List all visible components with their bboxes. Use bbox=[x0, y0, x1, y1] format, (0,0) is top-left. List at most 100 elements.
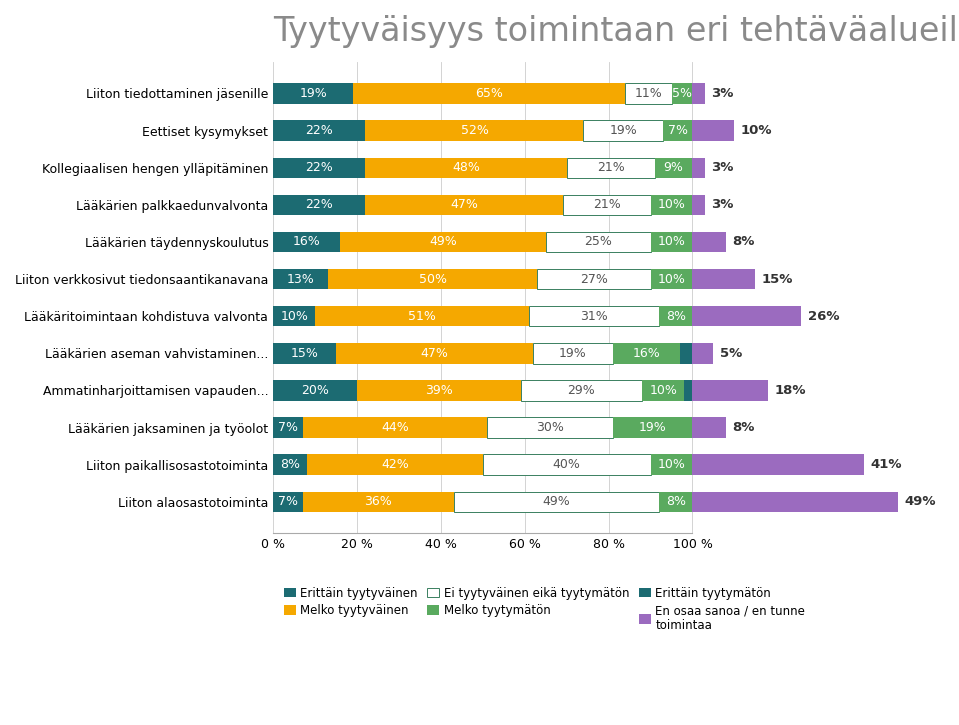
Text: 29%: 29% bbox=[568, 384, 596, 397]
Text: 47%: 47% bbox=[421, 347, 449, 360]
Text: 42%: 42% bbox=[381, 458, 409, 471]
Bar bbox=[650, 455, 692, 475]
Text: 49%: 49% bbox=[904, 495, 936, 508]
Bar bbox=[273, 343, 336, 363]
Bar bbox=[650, 232, 692, 252]
Bar bbox=[273, 492, 303, 512]
Bar bbox=[692, 343, 713, 363]
Text: 49%: 49% bbox=[429, 236, 456, 249]
Text: 49%: 49% bbox=[543, 495, 570, 508]
Text: 19%: 19% bbox=[299, 87, 327, 100]
Bar bbox=[692, 418, 726, 438]
Bar bbox=[537, 269, 650, 289]
Text: 21%: 21% bbox=[593, 199, 620, 211]
Bar bbox=[692, 306, 802, 326]
Bar bbox=[613, 418, 692, 438]
Bar bbox=[365, 157, 567, 178]
Bar bbox=[273, 157, 365, 178]
Text: 16%: 16% bbox=[633, 347, 660, 360]
Text: 47%: 47% bbox=[450, 199, 478, 211]
Bar bbox=[692, 83, 705, 104]
Bar bbox=[655, 157, 692, 178]
Text: 10%: 10% bbox=[658, 199, 686, 211]
Bar bbox=[692, 455, 864, 475]
Text: 25%: 25% bbox=[584, 236, 612, 249]
Text: 9%: 9% bbox=[664, 161, 684, 174]
Text: 8%: 8% bbox=[733, 421, 755, 434]
Text: 15%: 15% bbox=[291, 347, 318, 360]
Bar bbox=[365, 194, 563, 215]
Text: 36%: 36% bbox=[364, 495, 392, 508]
Bar bbox=[692, 380, 768, 401]
Bar bbox=[643, 380, 684, 401]
Bar bbox=[307, 455, 482, 475]
Text: 16%: 16% bbox=[292, 236, 320, 249]
Bar bbox=[273, 269, 328, 289]
Text: 41%: 41% bbox=[871, 458, 902, 471]
Text: 22%: 22% bbox=[306, 124, 333, 137]
Text: 7%: 7% bbox=[278, 421, 298, 434]
Bar bbox=[546, 232, 650, 252]
Text: 7%: 7% bbox=[278, 495, 298, 508]
Bar bbox=[650, 194, 692, 215]
Bar bbox=[659, 306, 692, 326]
Text: 19%: 19% bbox=[559, 347, 587, 360]
Bar bbox=[563, 194, 650, 215]
Text: 19%: 19% bbox=[639, 421, 667, 434]
Bar bbox=[659, 492, 692, 512]
Text: 51%: 51% bbox=[409, 310, 436, 323]
Legend: Erittäin tyytyväinen, Melko tyytyväinen, Ei tyytyväinen eikä tyytymätön, Melko t: Erittäin tyytyväinen, Melko tyytyväinen,… bbox=[279, 581, 810, 637]
Bar bbox=[273, 194, 365, 215]
Bar bbox=[357, 380, 521, 401]
Bar bbox=[692, 269, 756, 289]
Text: 10%: 10% bbox=[658, 458, 686, 471]
Text: 30%: 30% bbox=[536, 421, 564, 434]
Text: 3%: 3% bbox=[712, 161, 734, 174]
Text: 8%: 8% bbox=[733, 236, 755, 249]
Bar bbox=[273, 306, 316, 326]
Bar bbox=[273, 232, 340, 252]
Bar bbox=[353, 83, 625, 104]
Text: 7%: 7% bbox=[667, 124, 688, 137]
Text: Tyytyväisyys toimintaan eri tehtäväalueilla: Tyytyväisyys toimintaan eri tehtäväaluei… bbox=[273, 15, 959, 48]
Text: 10%: 10% bbox=[280, 310, 308, 323]
Bar bbox=[692, 120, 735, 141]
Bar bbox=[303, 418, 487, 438]
Bar bbox=[684, 380, 692, 401]
Bar bbox=[625, 83, 671, 104]
Text: 8%: 8% bbox=[280, 458, 300, 471]
Bar bbox=[273, 380, 357, 401]
Bar bbox=[671, 83, 692, 104]
Text: 21%: 21% bbox=[596, 161, 624, 174]
Bar bbox=[340, 232, 546, 252]
Bar bbox=[303, 492, 454, 512]
Bar bbox=[567, 157, 655, 178]
Bar bbox=[365, 120, 583, 141]
Bar bbox=[692, 157, 705, 178]
Bar bbox=[583, 120, 663, 141]
Text: 5%: 5% bbox=[672, 87, 692, 100]
Text: 18%: 18% bbox=[774, 384, 806, 397]
Text: 48%: 48% bbox=[452, 161, 480, 174]
Bar bbox=[328, 269, 537, 289]
Text: 3%: 3% bbox=[712, 87, 734, 100]
Text: 10%: 10% bbox=[740, 124, 772, 137]
Text: 3%: 3% bbox=[712, 199, 734, 211]
Text: 8%: 8% bbox=[666, 495, 686, 508]
Text: 39%: 39% bbox=[425, 384, 453, 397]
Bar bbox=[273, 83, 353, 104]
Text: 44%: 44% bbox=[381, 421, 409, 434]
Text: 40%: 40% bbox=[552, 458, 580, 471]
Bar bbox=[533, 343, 613, 363]
Bar bbox=[692, 194, 705, 215]
Text: 10%: 10% bbox=[649, 384, 677, 397]
Text: 31%: 31% bbox=[580, 310, 608, 323]
Text: 20%: 20% bbox=[301, 384, 329, 397]
Text: 5%: 5% bbox=[719, 347, 742, 360]
Text: 10%: 10% bbox=[658, 236, 686, 249]
Text: 11%: 11% bbox=[635, 87, 663, 100]
Text: 19%: 19% bbox=[609, 124, 637, 137]
Bar bbox=[680, 343, 692, 363]
Bar bbox=[336, 343, 533, 363]
Text: 27%: 27% bbox=[580, 273, 608, 286]
